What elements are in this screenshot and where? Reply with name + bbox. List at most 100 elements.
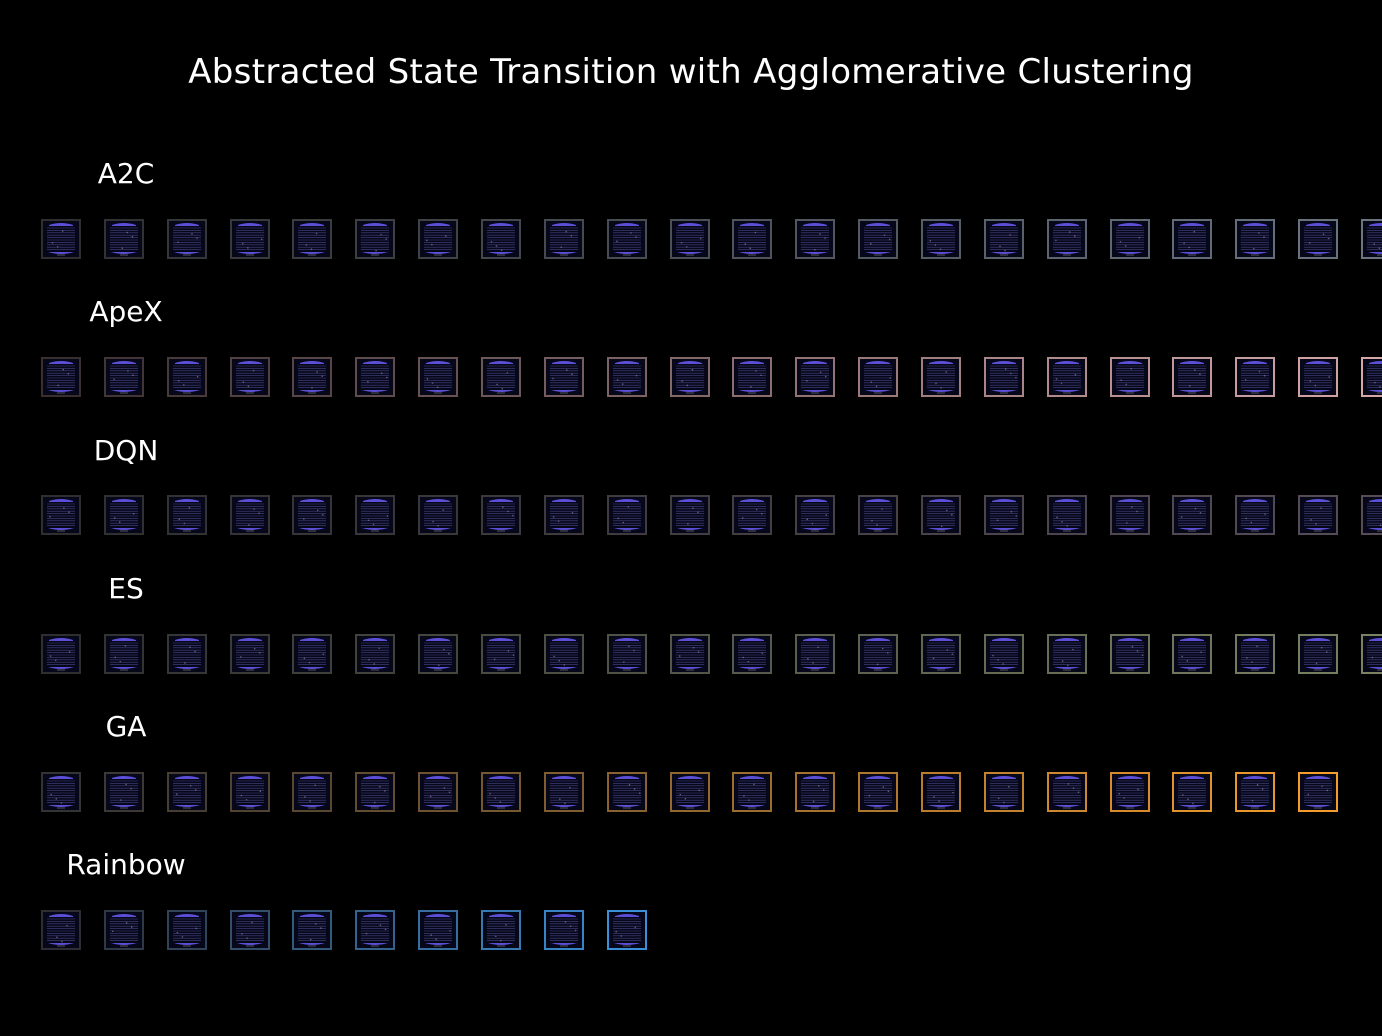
atari-frame-icon — [989, 499, 1018, 532]
atari-frame-icon — [612, 776, 641, 809]
atari-frame-icon — [172, 223, 201, 256]
state-frame-thumbnail — [732, 634, 773, 674]
state-frame-thumbnail — [1235, 772, 1276, 812]
state-frame-thumbnail — [1046, 634, 1087, 674]
state-frame-thumbnail — [983, 634, 1024, 674]
state-frame-thumbnail — [1298, 357, 1338, 397]
state-frame-thumbnail — [1360, 634, 1382, 674]
atari-frame-icon — [864, 776, 893, 809]
atari-frame-icon — [1052, 776, 1081, 809]
atari-frame-icon — [926, 499, 955, 532]
state-frame-thumbnail — [543, 357, 584, 397]
state-frame-thumbnail — [103, 772, 144, 812]
state-frame-thumbnail — [1235, 219, 1276, 259]
state-frame-thumbnail — [543, 634, 584, 674]
atari-frame-icon — [1115, 776, 1144, 809]
atari-frame-icon — [298, 776, 327, 809]
atari-frame-icon — [424, 223, 453, 256]
atari-frame-icon — [926, 776, 955, 809]
atari-frame-icon — [549, 914, 578, 947]
state-frame-thumbnail — [41, 772, 81, 812]
state-frame-thumbnail — [543, 910, 584, 950]
atari-frame-icon — [361, 776, 390, 809]
atari-frame-icon — [109, 499, 138, 532]
atari-frame-icon — [864, 638, 893, 671]
atari-frame-icon — [235, 361, 264, 394]
state-frame-thumbnail — [1046, 219, 1087, 259]
state-frame-thumbnail — [1172, 357, 1213, 397]
atari-frame-icon — [1052, 223, 1081, 256]
row-label-apex: ApeX — [89, 295, 163, 328]
atari-frame-icon — [675, 499, 704, 532]
state-frame-thumbnail — [1172, 495, 1213, 535]
state-frame-thumbnail — [983, 772, 1024, 812]
atari-frame-icon — [298, 638, 327, 671]
atari-frame-icon — [361, 361, 390, 394]
state-frame-thumbnail — [858, 634, 899, 674]
atari-frame-icon — [1178, 499, 1207, 532]
atari-frame-icon — [612, 914, 641, 947]
atari-frame-icon — [1241, 361, 1270, 394]
state-frame-thumbnail — [543, 219, 584, 259]
atari-frame-icon — [738, 361, 767, 394]
atari-frame-icon — [1115, 638, 1144, 671]
atari-frame-icon — [612, 361, 641, 394]
atari-frame-icon — [675, 776, 704, 809]
atari-frame-icon — [1366, 223, 1382, 256]
state-frame-thumbnail — [355, 910, 396, 950]
state-frame-thumbnail — [543, 495, 584, 535]
state-frame-thumbnail — [858, 772, 899, 812]
state-frame-thumbnail — [418, 772, 459, 812]
state-row-es — [0, 633, 1382, 679]
state-frame-thumbnail — [858, 357, 899, 397]
state-frame-thumbnail — [355, 772, 396, 812]
state-frame-thumbnail — [41, 910, 81, 950]
atari-frame-icon — [486, 499, 515, 532]
atari-frame-icon — [486, 776, 515, 809]
state-frame-thumbnail — [166, 634, 207, 674]
atari-frame-icon — [549, 499, 578, 532]
state-frame-thumbnail — [41, 495, 81, 535]
state-frame-thumbnail — [1046, 772, 1087, 812]
state-frame-thumbnail — [920, 357, 961, 397]
state-frame-thumbnail — [983, 357, 1024, 397]
atari-frame-icon — [989, 776, 1018, 809]
atari-frame-icon — [486, 914, 515, 947]
state-frame-thumbnail — [983, 219, 1024, 259]
atari-frame-icon — [109, 776, 138, 809]
state-frame-thumbnail — [858, 495, 899, 535]
state-frame-thumbnail — [41, 219, 81, 259]
atari-frame-icon — [1052, 361, 1081, 394]
state-frame-thumbnail — [1109, 495, 1150, 535]
state-frame-thumbnail — [355, 634, 396, 674]
atari-frame-icon — [801, 638, 830, 671]
state-frame-thumbnail — [732, 219, 773, 259]
atari-frame-icon — [424, 914, 453, 947]
state-frame-thumbnail — [669, 219, 710, 259]
state-frame-thumbnail — [1109, 772, 1150, 812]
atari-frame-icon — [47, 914, 75, 947]
state-frame-thumbnail — [920, 495, 961, 535]
atari-frame-icon — [172, 361, 201, 394]
state-frame-thumbnail — [732, 772, 773, 812]
atari-frame-icon — [172, 638, 201, 671]
state-frame-thumbnail — [480, 357, 521, 397]
state-frame-thumbnail — [355, 495, 396, 535]
state-frame-thumbnail — [166, 357, 207, 397]
state-frame-thumbnail — [292, 634, 333, 674]
atari-frame-icon — [172, 776, 201, 809]
row-label-es: ES — [108, 572, 144, 605]
state-frame-thumbnail — [795, 772, 836, 812]
atari-frame-icon — [801, 499, 830, 532]
atari-frame-icon — [1115, 223, 1144, 256]
atari-frame-icon — [47, 361, 75, 394]
state-frame-thumbnail — [292, 772, 333, 812]
atari-frame-icon — [298, 914, 327, 947]
atari-frame-icon — [1304, 361, 1332, 394]
atari-frame-icon — [989, 223, 1018, 256]
atari-frame-icon — [109, 223, 138, 256]
atari-frame-icon — [1178, 776, 1207, 809]
row-label-dqn: DQN — [93, 434, 159, 467]
atari-frame-icon — [801, 361, 830, 394]
state-frame-thumbnail — [1298, 772, 1338, 812]
